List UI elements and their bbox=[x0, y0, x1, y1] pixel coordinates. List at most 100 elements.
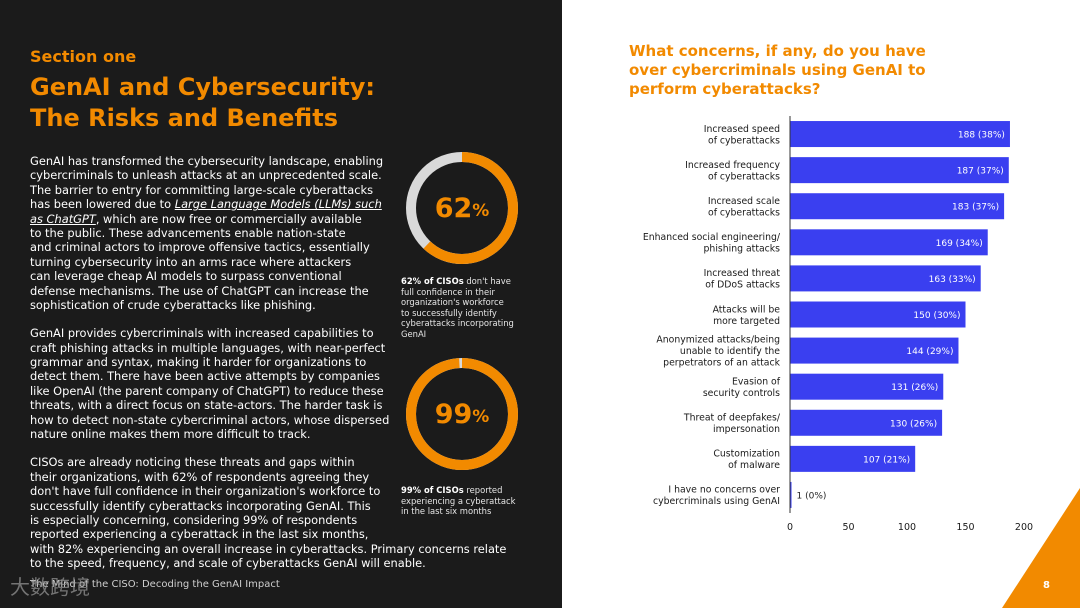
p3-line: successfully identify cyberattacks incor… bbox=[30, 498, 371, 513]
stat-bold: 62% of CISOs bbox=[401, 276, 464, 286]
x-tick-label: 100 bbox=[898, 522, 916, 533]
p2-line: like OpenAI (the parent company of ChatG… bbox=[30, 383, 384, 398]
p2-line: threats, with a direct focus on state-ac… bbox=[30, 398, 383, 413]
bar-10 bbox=[790, 445, 916, 472]
bar-value-label: 144 (29%) bbox=[906, 347, 953, 357]
stat-caption-line: to successfully identify bbox=[401, 307, 497, 318]
p3-line: to the speed, frequency, and scale of cy… bbox=[30, 556, 426, 571]
p2-line: GenAI provides cybercriminals with incre… bbox=[30, 326, 374, 341]
category-label: of DDoS attacks bbox=[705, 280, 780, 291]
category-label: phishing attacks bbox=[704, 244, 781, 255]
bar-value-label: 187 (37%) bbox=[957, 167, 1004, 177]
category-label: Anonymized attacks/being bbox=[656, 335, 780, 346]
stat-caption-line: 99% of CISOs reported bbox=[401, 485, 551, 496]
stat-caption-line: organization's workforce bbox=[401, 297, 504, 308]
bar-value-label: 188 (38%) bbox=[958, 131, 1005, 141]
category-label: perpetrators of an attack bbox=[663, 358, 780, 369]
bar-4 bbox=[790, 229, 988, 256]
donut-fill bbox=[406, 152, 518, 264]
p3-line: reported experiencing a cyberattack in t… bbox=[30, 527, 369, 542]
bar-value-label: 183 (37%) bbox=[952, 203, 999, 213]
watermark: 大数跨境 bbox=[10, 575, 90, 599]
stat-caption-line: cyberattacks incorporating bbox=[401, 318, 514, 329]
stat-caption-99: 99% of CISOs reported experiencing a cyb… bbox=[401, 485, 551, 517]
category-label: Enhanced social engineering/ bbox=[643, 232, 781, 243]
bar-6 bbox=[790, 301, 966, 328]
bar-11 bbox=[790, 481, 792, 508]
p1-line: The barrier to entry for committing larg… bbox=[30, 182, 374, 197]
p1-line: sophistication of crude cyberattacks lik… bbox=[30, 297, 316, 312]
left-panel: Section one GenAI and Cybersecurity: The… bbox=[0, 0, 562, 608]
category-label: unable to identify the bbox=[680, 346, 780, 357]
p2-line: detect them. There have been active atte… bbox=[30, 369, 380, 384]
bar-value-label: 1 (0%) bbox=[797, 491, 827, 501]
category-label: Evasion of bbox=[732, 376, 781, 387]
bar-2 bbox=[790, 157, 1009, 184]
p2-line: nature online makes them more difficult … bbox=[30, 427, 311, 442]
donut-fill bbox=[406, 358, 518, 470]
p1-line: and criminal actors to improve offensive… bbox=[30, 240, 370, 255]
bar-value-label: 107 (21%) bbox=[863, 455, 910, 465]
title-line-2: The Risks and Benefits bbox=[30, 104, 338, 132]
p3-line: is especially concerning, considering 99… bbox=[30, 512, 358, 527]
category-label: cybercriminals using GenAI bbox=[653, 496, 780, 507]
stat-number: 62 bbox=[434, 192, 473, 224]
chart-title: What concerns, if any, do you have over … bbox=[629, 42, 926, 99]
p1-line-text: has been lowered due to bbox=[30, 197, 175, 212]
stat-caption-line: full confidence in their bbox=[401, 286, 495, 297]
donut-ring bbox=[406, 152, 518, 264]
category-label: I have no concerns over bbox=[668, 485, 780, 496]
bar-value-label: 169 (34%) bbox=[936, 239, 983, 249]
llm-link[interactable]: Large Language Models (LLMs) such bbox=[174, 197, 382, 212]
p1-line: can leverage cheap AI models to surpass … bbox=[30, 269, 342, 284]
x-tick-label: 0 bbox=[787, 522, 793, 533]
stat-donut-99: 99% bbox=[404, 356, 520, 472]
stat-value: 62% bbox=[404, 150, 520, 266]
stat-caption-62: 62% of CISOs don't have full confidence … bbox=[401, 276, 551, 340]
page-number: 8 bbox=[1043, 580, 1050, 591]
stat-caption-text: reported bbox=[463, 485, 503, 495]
stat-unit: % bbox=[472, 407, 490, 427]
p3-line: with 82% experiencing an overall increas… bbox=[30, 541, 507, 556]
chart-title-line: What concerns, if any, do you have bbox=[629, 42, 926, 60]
category-label: Increased threat bbox=[704, 268, 781, 279]
bar-value-label: 150 (30%) bbox=[913, 311, 960, 321]
bar-7 bbox=[790, 337, 959, 364]
category-label: of cyberattacks bbox=[708, 207, 780, 218]
bar-1 bbox=[790, 121, 1010, 148]
bar-3 bbox=[790, 193, 1005, 220]
p3-line: CISOs are already noticing these threats… bbox=[30, 455, 355, 470]
title-line-1: GenAI and Cybersecurity: bbox=[30, 73, 375, 101]
bar-value-label: 163 (33%) bbox=[929, 275, 976, 285]
category-label: of cyberattacks bbox=[708, 135, 780, 146]
stat-caption-text: don't have bbox=[463, 276, 511, 286]
p1-line: has been lowered due to Large Language M… bbox=[30, 197, 500, 211]
bar-8 bbox=[790, 373, 944, 400]
stat-number: 99 bbox=[434, 398, 473, 430]
p3-line: their organizations, with 62% of respond… bbox=[30, 469, 370, 484]
category-label: Attacks will be bbox=[713, 304, 781, 315]
chatgpt-link[interactable]: as ChatGPT bbox=[30, 211, 96, 226]
p3-line: don't have full confidence in their orga… bbox=[30, 484, 381, 499]
donut-ring bbox=[406, 358, 518, 470]
chart-title-line: over cybercriminals using GenAI to bbox=[629, 61, 926, 79]
category-label: impersonation bbox=[713, 424, 780, 435]
stat-caption-line: in the last six months bbox=[401, 506, 492, 517]
bar-value-label: 130 (26%) bbox=[890, 419, 937, 429]
category-label: Increased frequency bbox=[685, 160, 780, 171]
x-tick-label: 50 bbox=[842, 522, 854, 533]
right-panel: What concerns, if any, do you have over … bbox=[562, 0, 1080, 608]
category-label: of malware bbox=[728, 460, 780, 471]
stat-bold: 99% of CISOs bbox=[401, 485, 464, 495]
x-tick-label: 200 bbox=[1015, 522, 1033, 533]
x-tick-label: 150 bbox=[956, 522, 974, 533]
category-label: more targeted bbox=[713, 316, 780, 327]
p2-line: craft phishing attacks in multiple langu… bbox=[30, 340, 386, 355]
p1-line: GenAI has transformed the cybersecurity … bbox=[30, 154, 384, 168]
p1-line-text: , which are now free or commercially ava… bbox=[95, 211, 362, 226]
category-label: Threat of deepfakes/ bbox=[683, 413, 781, 424]
category-label: of cyberattacks bbox=[708, 171, 780, 182]
bar-value-label: 131 (26%) bbox=[891, 383, 938, 393]
category-label: Customization bbox=[713, 449, 780, 460]
